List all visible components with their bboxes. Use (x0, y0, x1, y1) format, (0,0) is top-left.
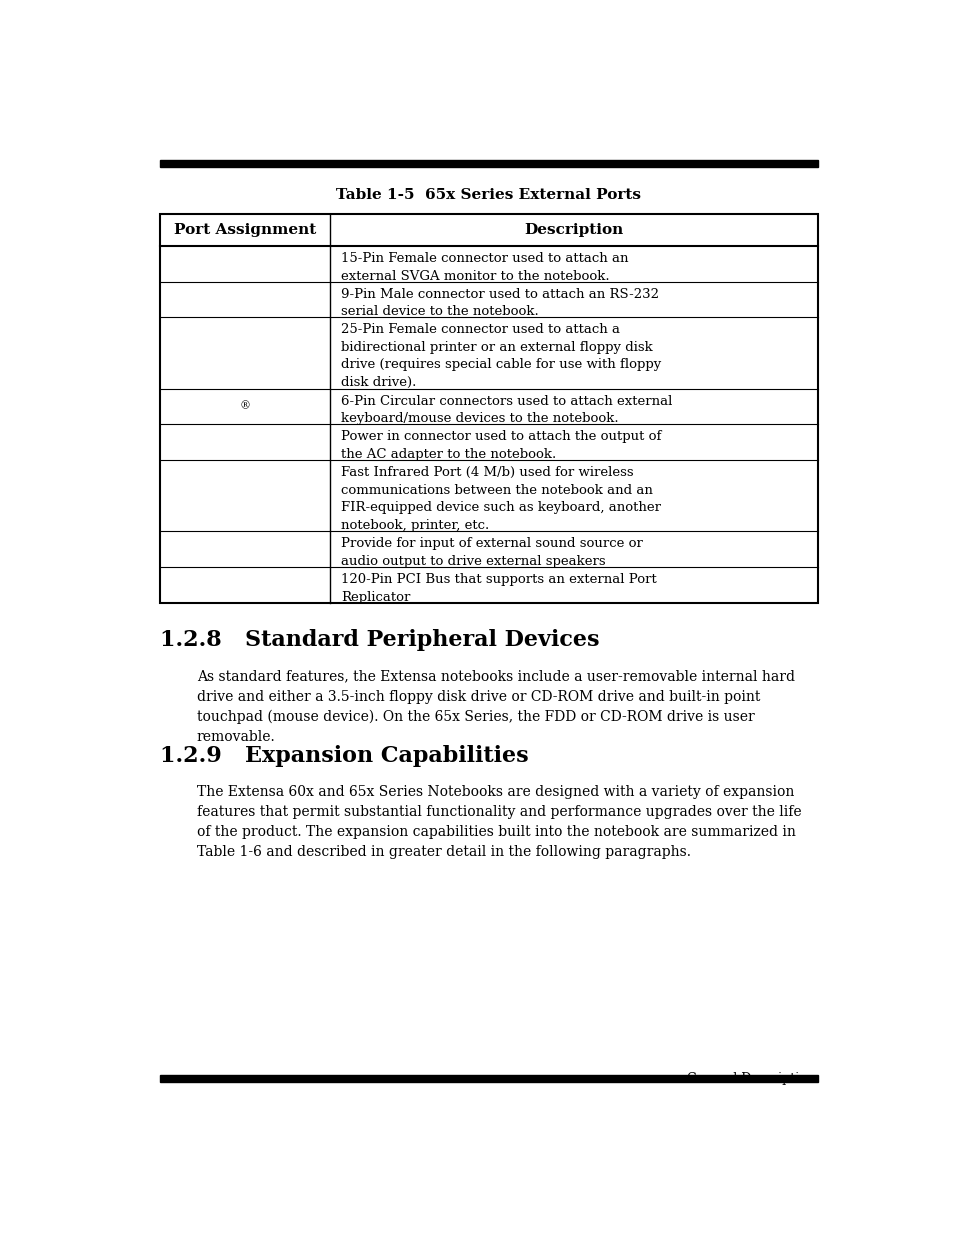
Text: Provide for input of external sound source or
audio output to drive external spe: Provide for input of external sound sour… (340, 537, 642, 568)
Text: 9-Pin Male connector used to attach an RS-232
serial device to the notebook.: 9-Pin Male connector used to attach an R… (340, 288, 659, 319)
Text: 1.2.8   Standard Peripheral Devices: 1.2.8 Standard Peripheral Devices (159, 630, 598, 651)
Text: 15-Pin Female connector used to attach an
external SVGA monitor to the notebook.: 15-Pin Female connector used to attach a… (340, 252, 628, 283)
Text: 25-Pin Female connector used to attach a
bidirectional printer or an external fl: 25-Pin Female connector used to attach a… (340, 324, 660, 389)
Bar (159, 159, 818, 168)
Text: The Extensa 60x and 65x Series Notebooks are designed with a variety of expansio: The Extensa 60x and 65x Series Notebooks… (196, 785, 801, 860)
Text: Power in connector used to attach the output of
the AC adapter to the notebook.: Power in connector used to attach the ou… (340, 431, 660, 461)
Text: Table 1-5  65x Series External Ports: Table 1-5 65x Series External Ports (336, 188, 640, 203)
Text: Fast Infrared Port (4 M/b) used for wireless
communications between the notebook: Fast Infrared Port (4 M/b) used for wire… (340, 466, 660, 531)
Bar (159, 1074, 818, 1082)
Text: Description: Description (524, 222, 623, 237)
Text: ®: ® (239, 401, 250, 411)
Text: Port Assignment: Port Assignment (173, 222, 315, 237)
Text: 120-Pin PCI Bus that supports an external Port
Replicator: 120-Pin PCI Bus that supports an externa… (340, 573, 656, 604)
Text: As standard features, the Extensa notebooks include a user-removable internal ha: As standard features, the Extensa notebo… (196, 669, 794, 745)
Text: 6-Pin Circular connectors used to attach external
keyboard/mouse devices to the : 6-Pin Circular connectors used to attach… (340, 395, 672, 425)
Text: General Description: General Description (687, 1072, 815, 1086)
Bar (159, 214, 818, 603)
Text: 1.2.9   Expansion Capabilities: 1.2.9 Expansion Capabilities (159, 745, 528, 767)
